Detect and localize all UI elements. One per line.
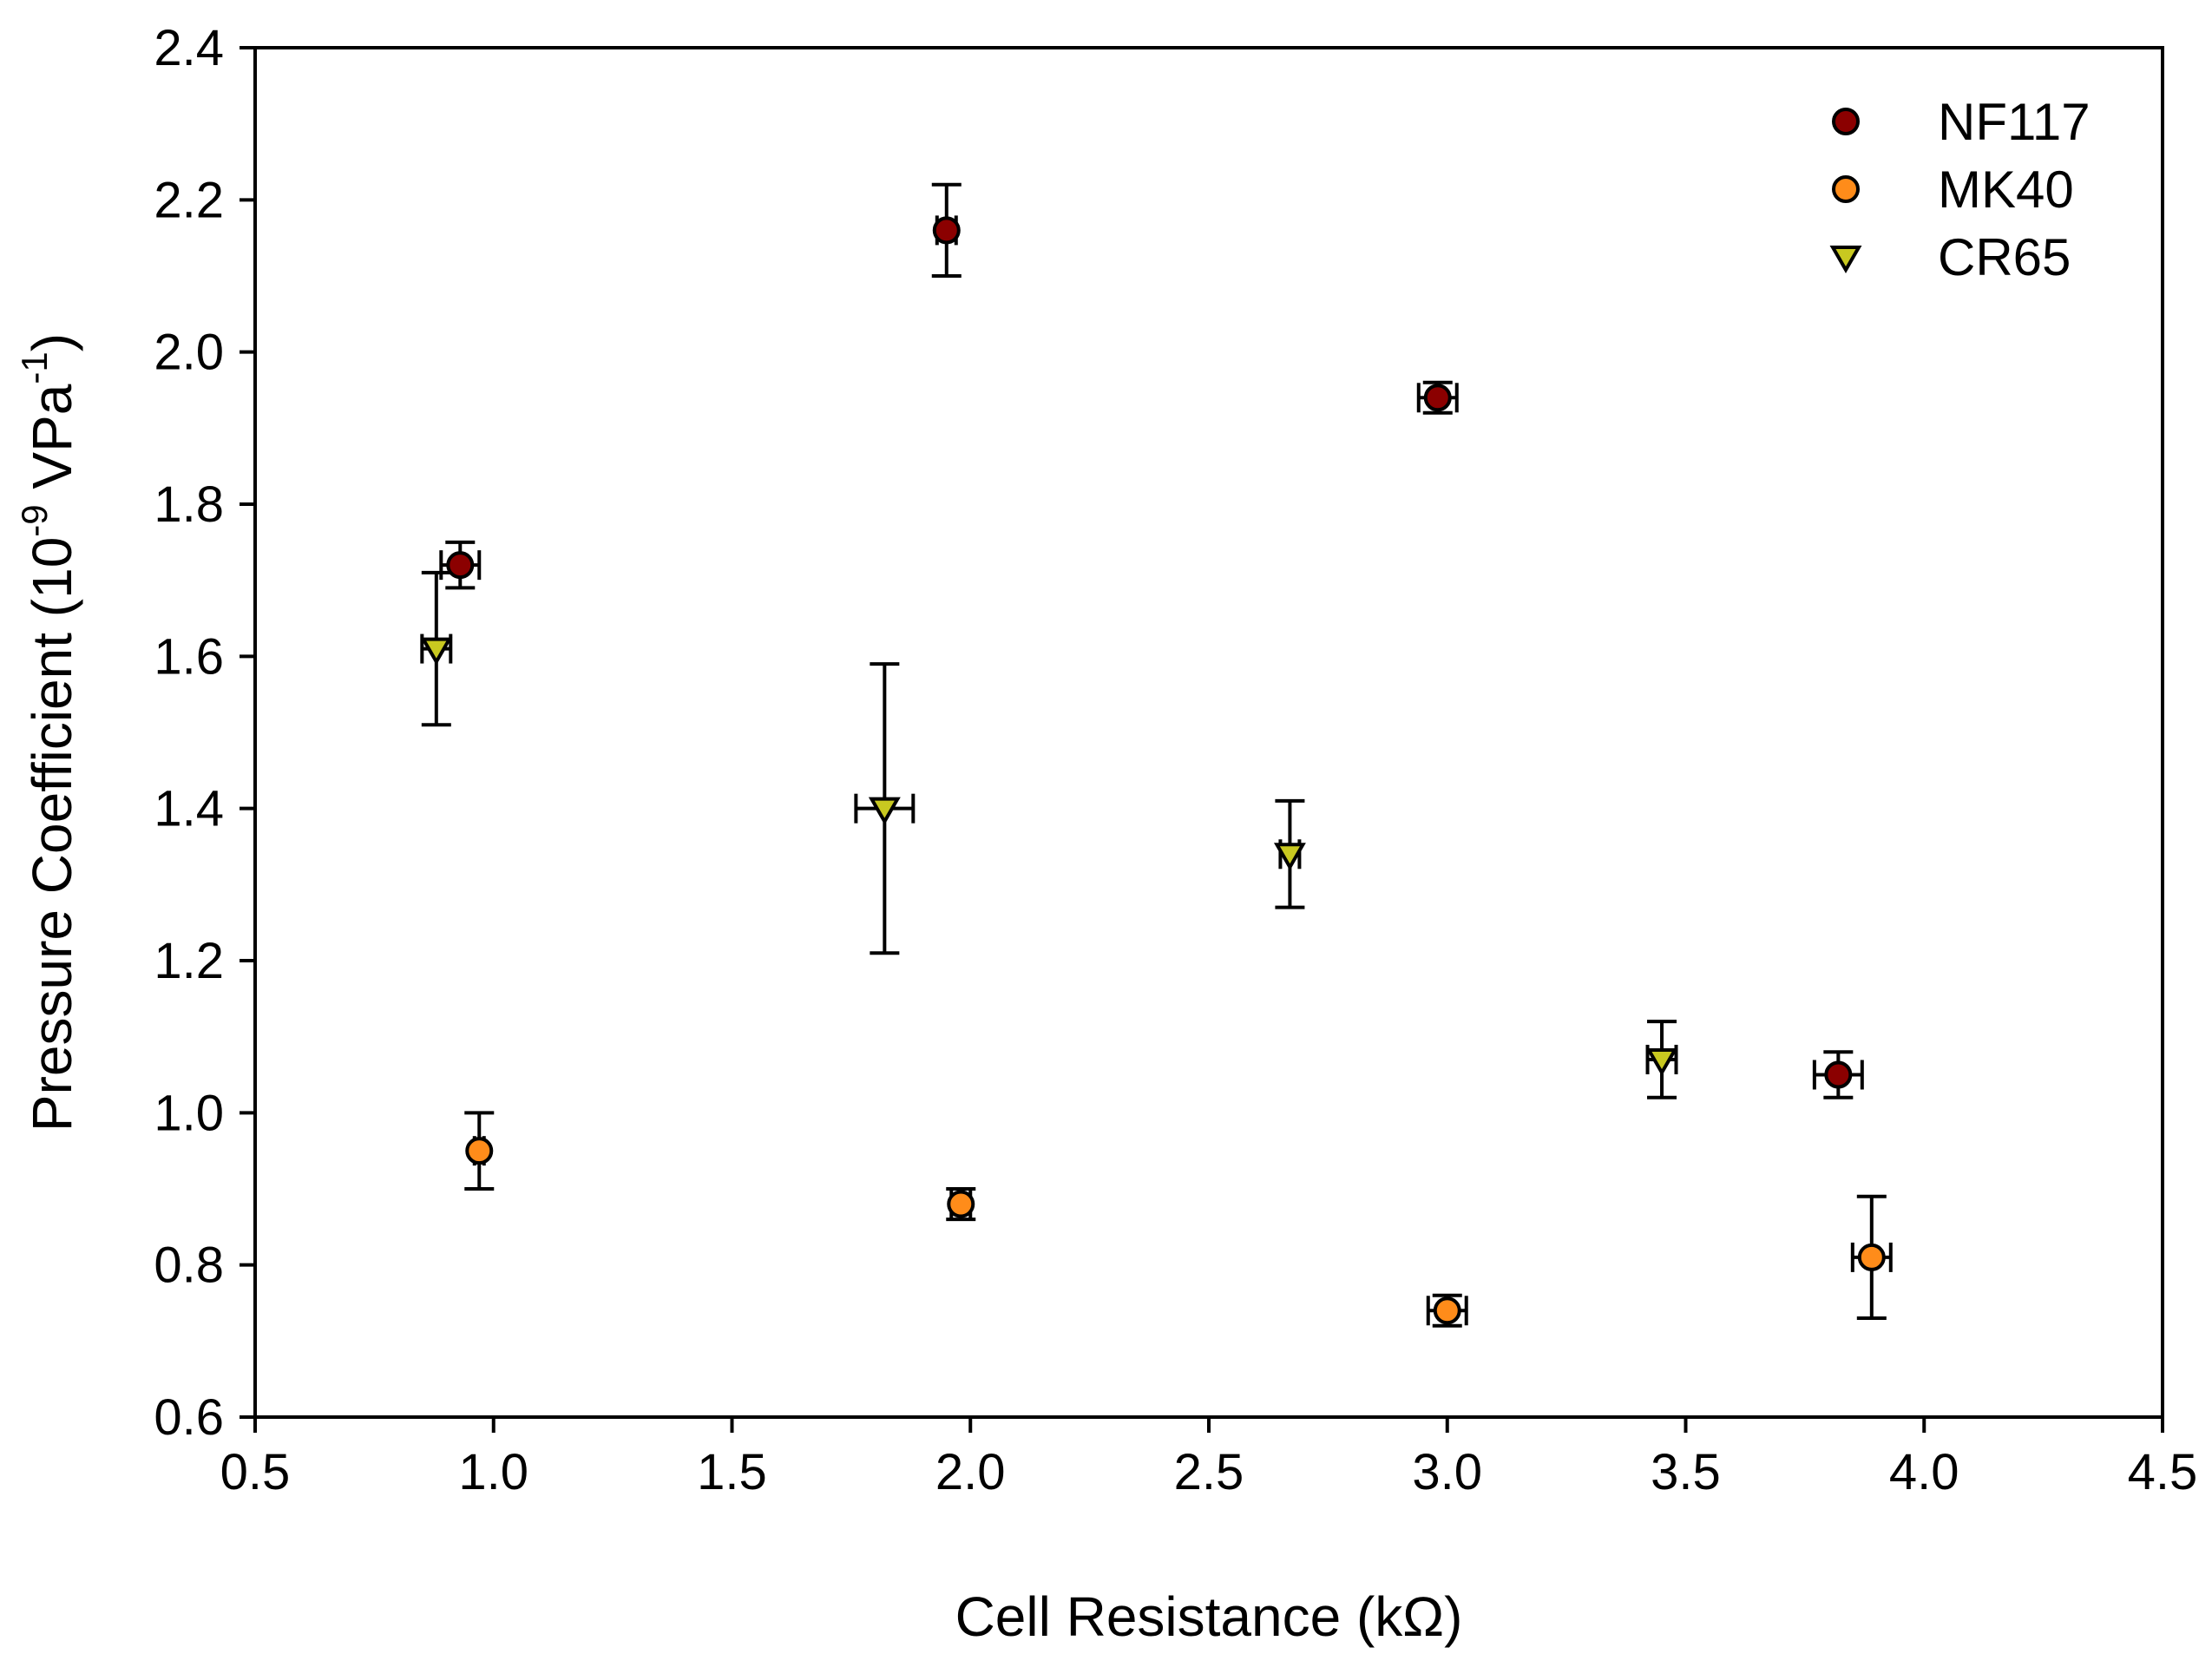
y-axis-title-mid: VPa <box>21 384 83 504</box>
series-mk40 <box>464 1111 1893 1328</box>
legend-marker-nf117 <box>1832 108 1860 135</box>
y-tick-label: 1.8 <box>154 476 224 533</box>
data-point-mk40 <box>1433 1296 1461 1325</box>
data-point-nf117 <box>446 551 475 580</box>
x-axis: 0.5 1.0 1.5 2.0 2.5 3.0 3.5 4.0 4.5 <box>220 1417 2198 1500</box>
data-point-cr65 <box>420 637 453 666</box>
data-series <box>420 182 1893 1328</box>
series-cr65 <box>420 570 1678 1099</box>
legend-item-cr65: CR65 <box>1829 228 2071 286</box>
y-tick-label: 1.6 <box>154 628 224 685</box>
x-tick-label: 3.0 <box>1412 1444 1482 1500</box>
y-axis: 0.6 0.8 1.0 1.2 1.4 1.6 1.8 2.0 2.2 2.4 <box>154 20 255 1446</box>
legend-item-nf117: NF117 <box>1832 93 2091 151</box>
y-tick-label: 1.2 <box>154 933 224 989</box>
legend-label-cr65: CR65 <box>1938 228 2071 286</box>
y-tick-label: 1.4 <box>154 781 224 837</box>
y-axis-title-exponent-1: -9 <box>14 504 55 536</box>
x-tick-label: 1.0 <box>458 1444 528 1500</box>
x-tick-label: 0.5 <box>220 1444 291 1500</box>
data-point-mk40 <box>947 1190 975 1218</box>
y-tick-label: 0.6 <box>154 1389 224 1446</box>
legend-marker-cr65 <box>1829 246 1862 274</box>
x-tick-label: 4.5 <box>2128 1444 2198 1500</box>
data-point-cr65 <box>1645 1047 1678 1076</box>
data-point-nf117 <box>1423 384 1452 412</box>
legend-label-mk40: MK40 <box>1938 161 2074 219</box>
x-axis-title: Cell Resistance (kΩ) <box>955 1585 1463 1648</box>
x-tick-label: 1.5 <box>697 1444 767 1500</box>
series-nf117 <box>439 182 1864 1099</box>
y-tick-label: 2.4 <box>154 20 224 76</box>
x-tick-label: 2.0 <box>935 1444 1006 1500</box>
x-tick-label: 3.5 <box>1651 1444 1721 1500</box>
y-axis-title-main: Pressure Coefficient (10 <box>21 537 83 1132</box>
y-tick-label: 1.0 <box>154 1085 224 1141</box>
data-point-mk40 <box>465 1137 494 1165</box>
y-axis-title: Pressure Coefficient (10-9 VPa-1) <box>14 333 83 1132</box>
x-tick-label: 4.0 <box>1889 1444 1959 1500</box>
x-tick-label: 2.5 <box>1174 1444 1244 1500</box>
data-point-nf117 <box>932 216 961 245</box>
data-point-mk40 <box>1857 1243 1886 1271</box>
data-point-cr65 <box>868 797 901 825</box>
legend-label-nf117: NF117 <box>1938 93 2091 151</box>
y-axis-title-end: ) <box>21 333 83 351</box>
data-point-cr65 <box>1273 843 1306 871</box>
plot-frame <box>253 46 2164 1419</box>
legend-marker-mk40 <box>1832 175 1860 203</box>
legend: NF117 MK40 CR65 <box>1829 93 2091 286</box>
y-tick-label: 0.8 <box>154 1237 224 1294</box>
y-tick-label: 2.2 <box>154 172 224 228</box>
legend-item-mk40: MK40 <box>1832 161 2074 219</box>
y-axis-title-exponent-2: -1 <box>14 351 55 384</box>
data-point-nf117 <box>1824 1060 1853 1089</box>
y-tick-label: 2.0 <box>154 325 224 381</box>
